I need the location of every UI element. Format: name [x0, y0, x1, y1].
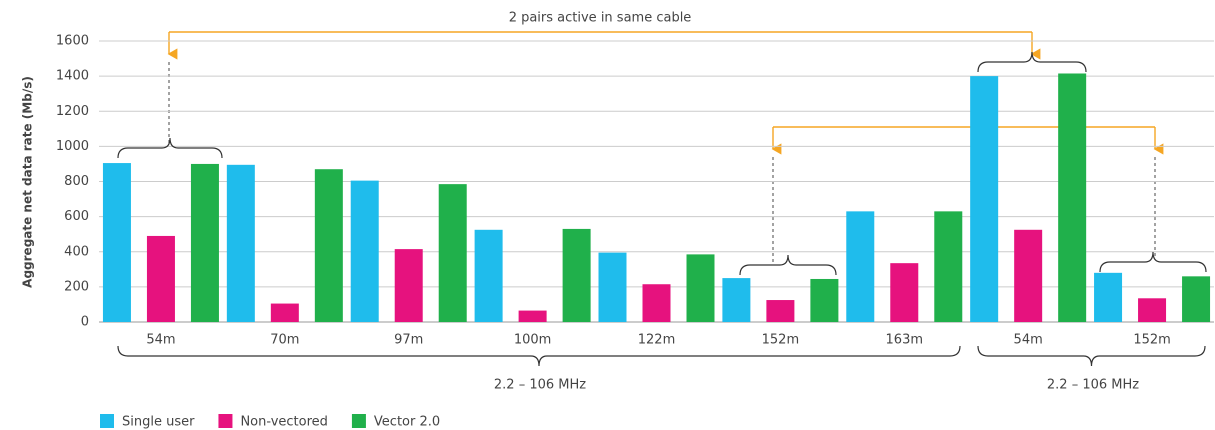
bar: [722, 278, 751, 322]
x-tick-label: 152m: [1133, 333, 1170, 348]
bar: [146, 235, 175, 322]
legend-label: Vector 2.0: [374, 415, 440, 430]
legend-swatch: [100, 414, 114, 428]
y-tick-label: 1600: [56, 34, 89, 49]
brace: [117, 137, 223, 159]
brace: [977, 51, 1087, 73]
bar: [766, 300, 795, 322]
bar: [438, 184, 467, 322]
annotation: 2.2 – 106 MHz: [1047, 378, 1139, 393]
annotation: 2 pairs active in same cable: [509, 11, 692, 26]
bar: [970, 76, 999, 322]
x-tick-label: 54m: [146, 333, 175, 348]
y-tick-label: 600: [64, 209, 89, 224]
y-tick-label: 1400: [56, 69, 89, 84]
bar: [562, 228, 591, 322]
bar: [226, 164, 255, 322]
bar: [270, 303, 299, 322]
bar: [934, 211, 963, 322]
x-tick-label: 163m: [886, 333, 923, 348]
y-tick-label: 800: [64, 174, 89, 189]
legend-label: Non-vectored: [240, 415, 327, 430]
x-tick-label: 70m: [270, 333, 299, 348]
bar: [598, 252, 627, 322]
bar: [810, 278, 839, 322]
bar: [1014, 229, 1043, 322]
brace: [117, 345, 961, 367]
brace: [739, 254, 837, 276]
bar: [846, 211, 875, 322]
legend-label: Single user: [122, 415, 195, 430]
bar: [1094, 272, 1123, 322]
bar: [474, 229, 503, 322]
x-tick-label: 122m: [638, 333, 675, 348]
y-tick-label: 0: [81, 315, 89, 330]
bar: [350, 180, 379, 322]
bar: [518, 310, 547, 322]
bar: [890, 263, 919, 322]
bar: [314, 169, 343, 322]
bar: [190, 163, 219, 322]
bar: [102, 163, 131, 322]
bar: [394, 249, 423, 322]
x-tick-label: 54m: [1014, 333, 1043, 348]
brace: [977, 345, 1206, 367]
bar: [642, 284, 671, 322]
y-tick-label: 400: [64, 244, 89, 259]
y-tick-label: 1000: [56, 139, 89, 154]
annotation: 2.2 – 106 MHz: [494, 378, 586, 393]
x-tick-label: 152m: [762, 333, 799, 348]
bar: [686, 254, 715, 322]
brace: [1099, 251, 1207, 273]
bar: [1058, 73, 1087, 322]
x-tick-label: 100m: [514, 333, 551, 348]
y-tick-label: 1200: [56, 104, 89, 119]
y-tick-label: 200: [64, 279, 89, 294]
legend-swatch: [218, 414, 233, 428]
bar: [1182, 276, 1211, 322]
y-axis-label: Aggregate net data rate (Mb/s): [21, 76, 35, 288]
bar: [1138, 298, 1167, 322]
x-tick-label: 97m: [394, 333, 423, 348]
legend-swatch: [351, 414, 366, 428]
